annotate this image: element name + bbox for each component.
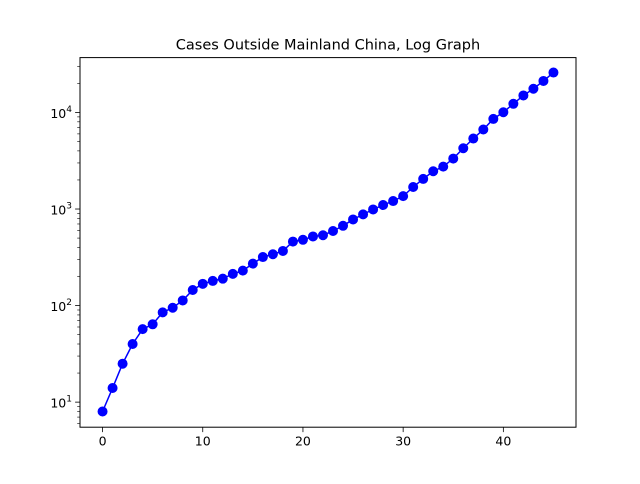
series-layer bbox=[97, 67, 559, 417]
data-point bbox=[468, 133, 479, 144]
data-point bbox=[97, 406, 108, 417]
data-point bbox=[147, 319, 158, 330]
data-point bbox=[257, 252, 268, 263]
data-point bbox=[478, 124, 489, 135]
series-line bbox=[101, 71, 554, 412]
data-point bbox=[418, 173, 429, 184]
x-tick-label: 20 bbox=[295, 434, 311, 449]
data-point bbox=[438, 161, 449, 172]
chart-title: Cases Outside Mainland China, Log Graph bbox=[176, 38, 480, 54]
data-point bbox=[217, 273, 228, 284]
data-point bbox=[237, 265, 248, 276]
y-tick-label: 104 bbox=[50, 105, 72, 121]
data-point bbox=[197, 278, 208, 289]
x-axis: 0 10 20 30 40 bbox=[99, 427, 511, 449]
data-point bbox=[157, 307, 168, 318]
data-point bbox=[548, 67, 559, 78]
x-tick-label: 10 bbox=[195, 434, 211, 449]
data-point bbox=[227, 268, 238, 279]
data-point bbox=[408, 182, 419, 193]
data-point bbox=[498, 107, 509, 118]
data-point bbox=[538, 75, 549, 86]
data-point bbox=[127, 339, 138, 349]
data-point bbox=[428, 166, 439, 177]
data-point bbox=[247, 258, 258, 269]
x-tick-label: 0 bbox=[99, 434, 107, 449]
data-point bbox=[187, 284, 198, 295]
x-tick-label: 30 bbox=[395, 434, 411, 449]
data-point bbox=[107, 383, 118, 394]
data-point bbox=[328, 226, 339, 236]
data-point bbox=[518, 90, 529, 101]
data-point bbox=[307, 231, 318, 242]
x-tick-label: 40 bbox=[495, 434, 511, 449]
data-point bbox=[358, 209, 369, 220]
data-point bbox=[287, 236, 298, 247]
y-tick-label: 101 bbox=[50, 395, 72, 411]
data-point bbox=[508, 98, 519, 109]
data-point bbox=[348, 214, 359, 225]
data-point bbox=[207, 275, 218, 286]
data-point bbox=[117, 358, 128, 369]
data-point bbox=[338, 220, 349, 231]
data-point bbox=[368, 204, 379, 215]
data-point bbox=[388, 196, 399, 207]
y-tick-label: 103 bbox=[50, 202, 72, 218]
data-point bbox=[177, 295, 188, 306]
data-point bbox=[488, 113, 499, 124]
y-tick-label: 102 bbox=[50, 298, 72, 314]
data-point bbox=[277, 245, 288, 256]
data-point bbox=[297, 234, 308, 245]
data-point bbox=[458, 143, 469, 154]
data-point bbox=[167, 302, 178, 313]
data-point bbox=[448, 153, 459, 164]
data-point bbox=[267, 249, 278, 260]
data-point bbox=[528, 83, 539, 94]
data-point bbox=[137, 324, 148, 335]
plot-frame bbox=[79, 57, 577, 428]
data-point bbox=[378, 200, 389, 211]
data-point bbox=[317, 230, 328, 241]
data-point bbox=[398, 191, 409, 202]
y-axis: 101 102 103 104 bbox=[50, 66, 80, 424]
